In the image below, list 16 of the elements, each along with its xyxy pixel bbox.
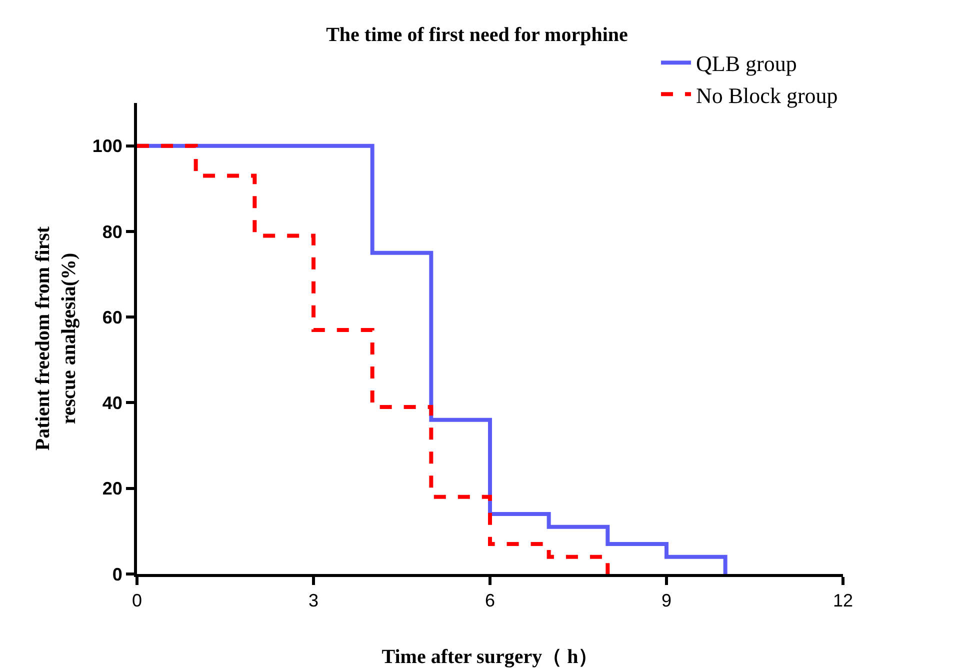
y-tick-label: 0 [112, 564, 122, 584]
x-tick-label: 3 [308, 590, 319, 611]
y-tick-label: 40 [102, 393, 122, 414]
x-tick-label: 9 [661, 590, 672, 611]
x-tick-label: 12 [832, 590, 854, 611]
x-tick-label: 6 [484, 590, 496, 611]
y-axis-title: Patient freedom from first rescue analgesia(%) [32, 226, 80, 451]
x-tick-label: 0 [132, 590, 142, 611]
y-tick-label: 20 [102, 478, 122, 499]
x-axis-title: Time after surgery（ h） [382, 646, 598, 668]
y-tick-label: 80 [102, 222, 122, 242]
legend-label: QLB group [696, 51, 797, 76]
legend-label: No Block group [696, 82, 838, 108]
y-tick-label: 100 [92, 136, 122, 156]
chart-title: The time of first need for morphine [326, 24, 628, 46]
y-tick-label: 60 [102, 307, 122, 328]
